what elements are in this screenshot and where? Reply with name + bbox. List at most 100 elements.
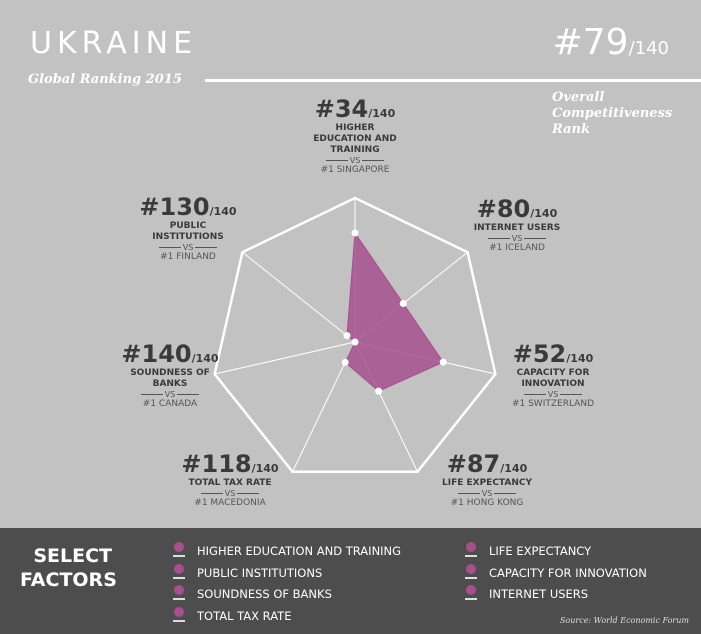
- toggle-icon: [173, 585, 185, 603]
- vs-divider: VS: [95, 390, 245, 399]
- leader-country: #1 HONG KONG: [450, 498, 524, 508]
- factor-name: HIGHER: [335, 123, 375, 133]
- rank-number: #87: [446, 450, 501, 478]
- overall-label-line: Rank: [552, 122, 590, 137]
- rank-value: #130/140: [113, 193, 263, 221]
- factor-name: CAPACITY FOR: [516, 368, 590, 378]
- vs-text: VS: [547, 390, 559, 399]
- axis-label: #130/140 PUBLIC INSTITUTIONS VS #1 FINLAND: [113, 193, 263, 262]
- leader-country: #1 MACEDONIA: [194, 498, 266, 508]
- select-factors-title: SELECT FACTORS: [20, 544, 117, 592]
- radar-spoke: [242, 251, 356, 343]
- rank-number: #140: [121, 340, 192, 368]
- data-point: [351, 338, 359, 346]
- leader-country: #1 CANADA: [142, 399, 198, 409]
- factor-name: SOUNDNESS OF: [130, 368, 210, 378]
- rank-number: #34: [314, 95, 369, 123]
- factor-toggle[interactable]: LIFE EXPECTANCY: [465, 542, 591, 560]
- factor-name: INTERNET USERS: [473, 223, 561, 233]
- rank-value: #34/140: [280, 95, 430, 123]
- factor-name: TRAINING: [330, 145, 380, 155]
- rank-value: #140/140: [95, 340, 245, 368]
- rank-number: #130: [139, 193, 210, 221]
- rank-total: /140: [500, 462, 528, 475]
- overall-rank-label: Overall Competitiveness Rank: [552, 90, 692, 138]
- rank-value: #80/140: [442, 195, 592, 223]
- radar-outline: [213, 196, 497, 473]
- factor-toggle[interactable]: SOUNDNESS OF BANKS: [173, 585, 332, 603]
- factor-label: HIGHER EDUCATION AND TRAINING: [197, 544, 402, 558]
- rank-number: #80: [476, 195, 531, 223]
- factor-label: PUBLIC INSTITUTIONS: [197, 565, 323, 580]
- rank-value: #52/140: [478, 340, 628, 368]
- source-note: Source: World Economic Forum: [559, 616, 689, 625]
- vs-text: VS: [182, 243, 194, 252]
- factor-toggle[interactable]: HIGHER EDUCATION AND TRAINING: [173, 542, 401, 560]
- rank-number: #52: [512, 340, 567, 368]
- data-point: [375, 387, 383, 395]
- axis-label: #118/140 TOTAL TAX RATE VS #1 MACEDONIA: [155, 450, 305, 508]
- factor-label: TOTAL TAX RATE: [197, 608, 292, 623]
- data-point: [341, 358, 349, 366]
- factor-toggle[interactable]: TOTAL TAX RATE: [173, 606, 292, 625]
- leader-country: #1 ICELAND: [489, 243, 545, 253]
- vs-divider: VS: [155, 489, 305, 498]
- leader-country: #1 SINGAPORE: [320, 165, 390, 175]
- rank-total: /140: [251, 462, 279, 475]
- vs-divider: VS: [442, 234, 592, 243]
- factor-name: PUBLIC: [169, 221, 207, 231]
- vs-text: VS: [349, 156, 361, 165]
- country-title: UKRAINE: [30, 26, 198, 61]
- vs-divider: VS: [412, 489, 562, 498]
- toggle-icon: [465, 585, 477, 603]
- axis-label: #52/140 CAPACITY FOR INNOVATION VS #1 SWITZE…: [478, 340, 628, 409]
- rank-value: #87/140: [412, 450, 562, 478]
- factor-name: INNOVATION: [521, 379, 585, 389]
- data-area: [344, 231, 444, 392]
- factor-label: LIFE EXPECTANCY: [489, 544, 592, 558]
- axis-label: #34/140 HIGHER EDUCATION AND TRAINING VS #1 S…: [280, 95, 430, 175]
- overall-label-line: Overall: [552, 90, 605, 105]
- toggle-icon: [465, 542, 477, 560]
- rank-value: #118/140: [155, 450, 305, 478]
- overall-label-line: Competitiveness: [552, 106, 673, 121]
- rank-total: /140: [191, 352, 219, 365]
- vs-divider: VS: [113, 243, 263, 252]
- radar-spoke: [214, 341, 356, 375]
- data-point: [343, 332, 351, 340]
- factor-selector-panel: SELECT FACTORS HIGHER EDUCATION AND TRAIN…: [0, 528, 701, 634]
- data-point: [399, 300, 407, 308]
- vs-divider: VS: [280, 156, 430, 165]
- axis-label: #80/140 INTERNET USERS VS #1 ICELAND: [442, 195, 592, 253]
- toggle-icon: [465, 563, 477, 582]
- factor-toggle[interactable]: PUBLIC INSTITUTIONS: [173, 563, 323, 582]
- factor-toggle[interactable]: CAPACITY FOR INNOVATION: [465, 563, 647, 582]
- vs-divider: VS: [478, 390, 628, 399]
- factor-name: BANKS: [152, 379, 188, 389]
- rank-total: /140: [209, 205, 237, 218]
- toggle-icon: [173, 606, 185, 625]
- factor-label: SOUNDNESS OF BANKS: [197, 587, 332, 601]
- overall-rank-total: /140: [628, 38, 669, 59]
- rank-total: /140: [368, 107, 396, 120]
- factor-name: EDUCATION AND: [313, 134, 397, 144]
- leader-country: #1 SWITZERLAND: [511, 399, 595, 409]
- overall-rank-value: #79: [552, 22, 629, 63]
- toggle-icon: [173, 563, 185, 582]
- vs-text: VS: [481, 489, 493, 498]
- factor-label: INTERNET USERS: [489, 587, 589, 601]
- factor-name: INSTITUTIONS: [152, 232, 224, 242]
- radar-chart: [213, 196, 497, 473]
- rank-total: /140: [566, 352, 594, 365]
- vs-text: VS: [224, 489, 236, 498]
- leader-country: #1 FINLAND: [160, 252, 216, 262]
- axis-label: #140/140 SOUNDNESS OF BANKS VS #1 CANADA: [95, 340, 245, 409]
- rank-number: #118: [181, 450, 252, 478]
- factor-toggle[interactable]: INTERNET USERS: [465, 585, 588, 603]
- factor-name: TOTAL TAX RATE: [188, 478, 272, 488]
- title-line: FACTORS: [20, 569, 117, 591]
- title-line: SELECT: [33, 545, 112, 567]
- subtitle: Global Ranking 2015: [28, 72, 182, 87]
- vs-text: VS: [164, 390, 176, 399]
